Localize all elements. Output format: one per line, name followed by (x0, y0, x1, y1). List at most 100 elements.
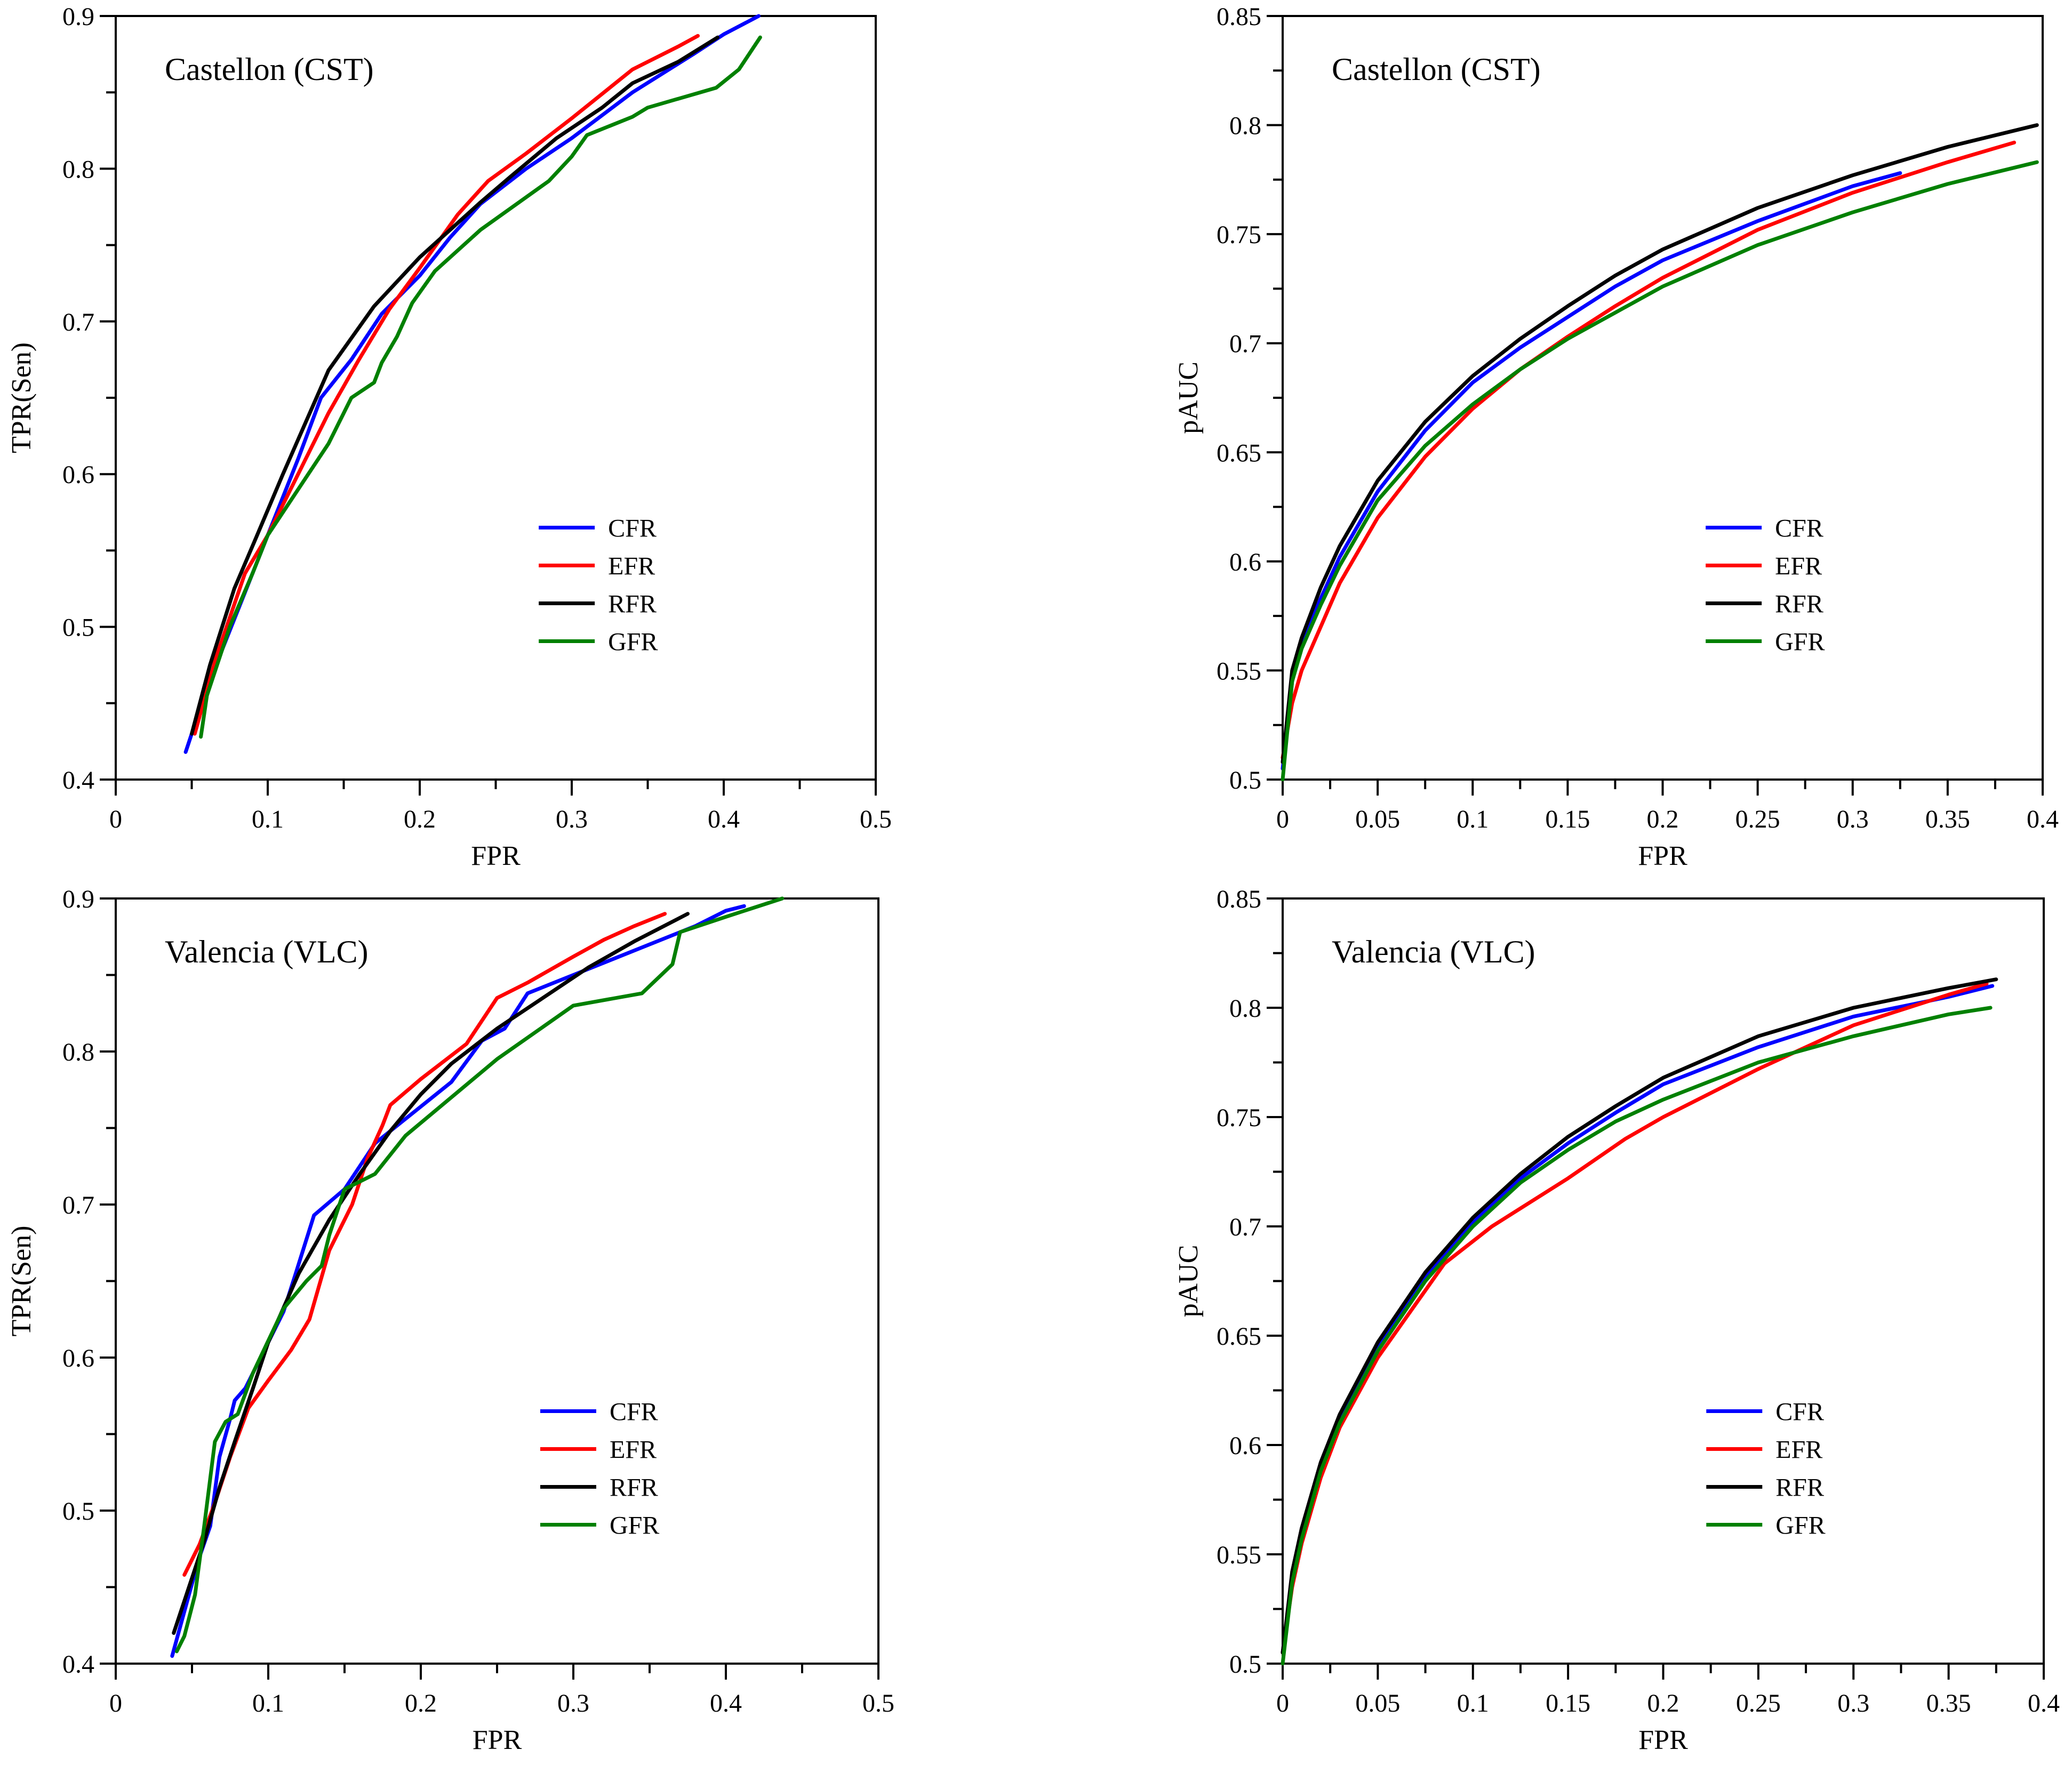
y-tick-label: 0.65 (1217, 1322, 1261, 1351)
y-tick-label: 0.9 (62, 3, 94, 31)
y-tick-label: 0.5 (1229, 766, 1261, 794)
x-axis-label: FPR (1638, 841, 1687, 871)
y-tick-label: 0.6 (62, 1344, 94, 1372)
y-tick-label: 0.7 (1229, 1213, 1261, 1241)
x-tick-label: 0.1 (252, 805, 284, 833)
series-line-rfr (1281, 977, 1998, 1655)
x-axis-label: FPR (1638, 1725, 1688, 1755)
y-tick-label: 0.7 (62, 1191, 94, 1219)
y-axis-label: pAUC (1173, 362, 1204, 434)
y-axis-label: TPR(Sen) (6, 342, 37, 453)
x-tick-label: 0.5 (862, 1689, 894, 1717)
series-line-rfr (1281, 123, 2039, 764)
x-tick-label: 0.2 (405, 1689, 437, 1717)
x-tick-label: 0 (109, 1689, 122, 1717)
x-tick-label: 0.3 (1837, 805, 1869, 833)
x-tick-label: 0.3 (556, 805, 588, 833)
x-tick-label: 0.35 (1925, 805, 1970, 833)
y-tick-label: 0.5 (1229, 1650, 1261, 1679)
x-tick-label: 0.35 (1926, 1689, 1971, 1717)
x-tick-label: 0 (1276, 805, 1289, 833)
y-tick-label: 0.55 (1217, 1541, 1261, 1569)
legend-label-cfr: CFR (608, 514, 657, 542)
legend-label-efr: EFR (608, 552, 655, 580)
x-tick-label: 0.5 (860, 805, 892, 833)
y-tick-label: 0.5 (62, 1497, 94, 1526)
legend-label-cfr: CFR (1775, 514, 1823, 542)
x-tick-label: 0 (1276, 1689, 1289, 1717)
y-tick-label: 0.4 (62, 1650, 94, 1679)
x-tick-label: 0.05 (1355, 1689, 1400, 1717)
series-line-gfr (174, 896, 785, 1653)
x-tick-label: 0.25 (1735, 805, 1780, 833)
chart-panel-2: 0 0.05 0.1 0.15 0.2 0.25 0.3 0.35 0.4 0.5 0.55 0.6 0… (1173, 3, 2059, 871)
x-tick-label: 0.2 (1647, 805, 1679, 833)
y-tick-label: 0.4 (62, 766, 94, 794)
legend-label-cfr: CFR (610, 1398, 658, 1426)
legend-label-efr: EFR (1775, 552, 1822, 580)
legend-label-rfr: RFR (610, 1473, 658, 1502)
x-tick-label: 0.4 (710, 1689, 742, 1717)
series-line-gfr (199, 35, 762, 739)
legend-label-gfr: GFR (1775, 628, 1825, 656)
legend-label-rfr: RFR (1775, 590, 1823, 618)
legend-label-gfr: GFR (610, 1511, 659, 1539)
legend-label-rfr: RFR (1775, 1473, 1824, 1502)
x-tick-label: 0.3 (1837, 1689, 1869, 1717)
y-tick-label: 0.65 (1217, 439, 1261, 467)
y-tick-label: 0.7 (1229, 330, 1261, 358)
legend-label-cfr: CFR (1775, 1398, 1824, 1426)
panel-title: Valencia (VLC) (1332, 934, 1535, 969)
x-tick-label: 0.4 (708, 805, 740, 833)
x-tick-label: 0.4 (2027, 805, 2059, 833)
plot-frame (115, 897, 879, 1665)
series-line-cfr (183, 14, 761, 754)
y-tick-label: 0.8 (1229, 112, 1261, 140)
series-line-rfr (172, 912, 690, 1635)
x-axis-label: FPR (471, 841, 521, 871)
x-tick-label: 0.1 (252, 1689, 284, 1717)
x-tick-label: 0.25 (1736, 1689, 1781, 1717)
legend-label-rfr: RFR (608, 590, 657, 618)
chart-panel-3: 0 0.1 0.2 0.3 0.4 0.5 0.4 0.5 0.6 0.7 0.8 0.9 FPR TPR… (6, 885, 894, 1755)
y-tick-label: 0.75 (1217, 221, 1261, 249)
legend-label-gfr: GFR (1775, 1511, 1825, 1539)
y-tick-label: 0.75 (1217, 1104, 1261, 1132)
series-line-cfr (1281, 171, 1902, 770)
plot-frame (115, 15, 877, 781)
series-line-gfr (1281, 160, 2039, 782)
x-tick-label: 0 (109, 805, 122, 833)
chart-panel-4: 0 0.05 0.1 0.15 0.2 0.25 0.3 0.35 0.4 0.5 0.55 0.6 0… (1173, 885, 2060, 1755)
x-tick-label: 0.2 (404, 805, 436, 833)
x-axis-label: FPR (473, 1725, 522, 1755)
y-axis-label: TPR(Sen) (6, 1226, 37, 1337)
x-tick-label: 0.15 (1546, 1689, 1590, 1717)
series-line-gfr (1281, 1006, 1993, 1666)
series-line-cfr (170, 904, 746, 1658)
plot-frame (1282, 15, 2044, 781)
legend-label-gfr: GFR (608, 628, 658, 656)
y-tick-label: 0.85 (1217, 885, 1261, 913)
plot-frame (1282, 897, 2045, 1665)
y-axis-label: pAUC (1173, 1245, 1204, 1318)
y-tick-label: 0.6 (1229, 548, 1261, 576)
series-line-efr (193, 34, 700, 736)
x-tick-label: 0.3 (557, 1689, 589, 1717)
y-tick-label: 0.8 (1229, 994, 1261, 1023)
series-line-efr (1281, 140, 2017, 760)
legend-label-efr: EFR (1775, 1435, 1822, 1464)
panel-title: Castellon (CST) (165, 52, 374, 87)
y-tick-label: 0.85 (1217, 3, 1261, 31)
x-tick-label: 0.4 (2028, 1689, 2060, 1717)
x-tick-label: 0.15 (1545, 805, 1590, 833)
chart-panel-1: 0 0.1 0.2 0.3 0.4 0.5 0.4 0.5 0.6 0.7 0.8 0.9 FPR TPR… (6, 3, 892, 871)
x-tick-label: 0.2 (1647, 1689, 1679, 1717)
y-tick-label: 0.6 (62, 461, 94, 489)
x-tick-label: 0.1 (1457, 1689, 1489, 1717)
series-line-cfr (1281, 984, 1995, 1655)
y-tick-label: 0.55 (1217, 657, 1261, 685)
y-tick-label: 0.8 (62, 155, 94, 183)
panel-title: Valencia (VLC) (165, 934, 369, 969)
y-tick-label: 0.5 (62, 614, 94, 642)
